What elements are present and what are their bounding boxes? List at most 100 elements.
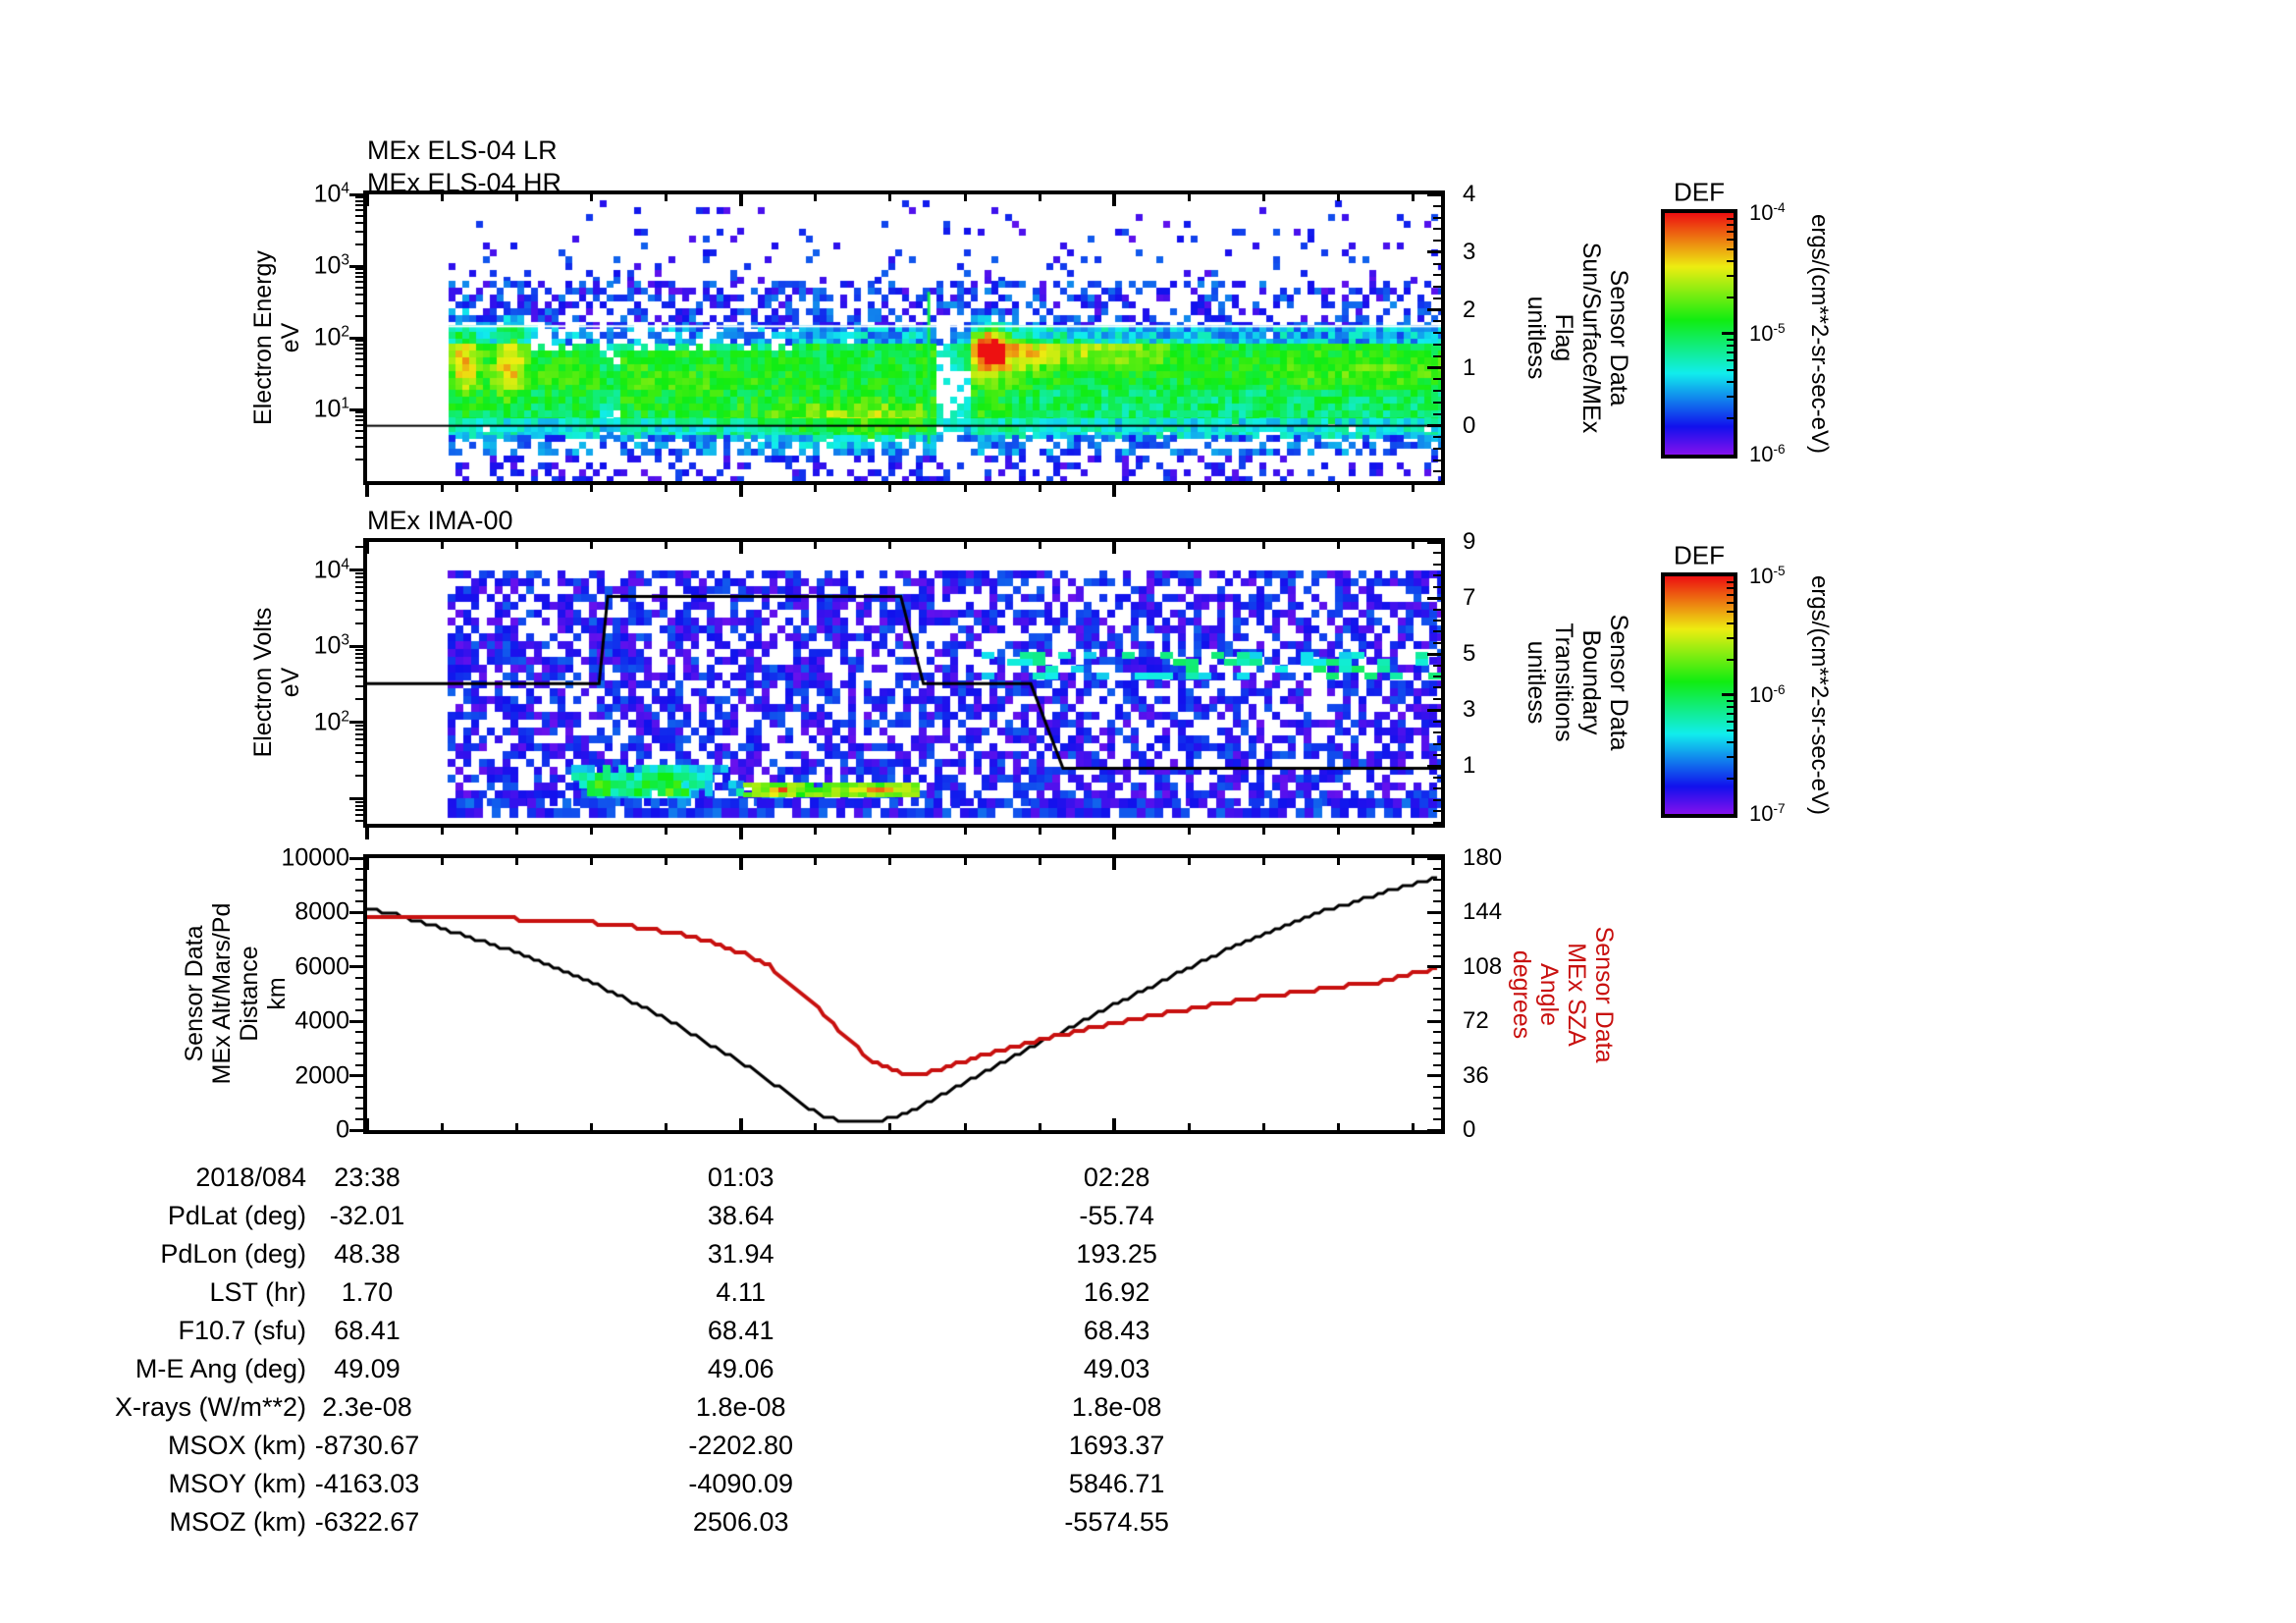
tick-mark (365, 1118, 369, 1130)
tick-mark (1433, 810, 1441, 813)
tick-mark (355, 1053, 363, 1055)
y-tick-label: 10000 (281, 843, 349, 872)
tick-mark (963, 1123, 967, 1130)
colorbar-tick-label: 10-5 (1749, 563, 1786, 589)
tick-mark (1433, 1107, 1441, 1109)
tick-mark (365, 542, 369, 554)
tick-mark (355, 1063, 363, 1066)
tick-mark (355, 243, 363, 246)
tick-mark (1433, 630, 1441, 633)
tick-mark (355, 868, 363, 871)
tick-mark (1433, 787, 1441, 790)
tick-mark (355, 744, 363, 746)
tick-mark (355, 662, 363, 665)
y-tick-label: 8000 (294, 897, 349, 926)
tick-mark (440, 828, 444, 835)
tick-mark (1433, 798, 1441, 801)
tick-mark (440, 1123, 444, 1130)
tick-mark (1427, 652, 1441, 656)
els-colorbar-unit-label: ergs/(cm**2-sr-sec-eV) (1806, 213, 1833, 455)
timeseries-panel (363, 854, 1445, 1134)
tick-mark (355, 576, 363, 579)
els-spectrogram-canvas (367, 194, 1441, 481)
tick-mark (1722, 693, 1734, 696)
right-y-tick-label: 0 (1463, 411, 1476, 439)
tick-mark (514, 858, 518, 865)
tick-mark (349, 1128, 363, 1132)
tick-mark (355, 774, 363, 777)
tick-mark (814, 1123, 818, 1130)
tick-mark (589, 828, 593, 835)
ima-colorbar-unit-label: ergs/(cm**2-sr-sec-eV) (1806, 574, 1833, 816)
tick-mark (355, 751, 363, 754)
tick-mark (1433, 262, 1441, 265)
tick-mark (355, 737, 363, 740)
tick-mark (355, 214, 363, 217)
y-tick-label: 2000 (294, 1061, 349, 1090)
tick-mark (1433, 228, 1441, 231)
tick-mark (355, 272, 363, 275)
tick-mark (1427, 596, 1441, 600)
tick-mark (349, 407, 363, 411)
table-cell: 68.41 (707, 1316, 774, 1345)
tick-mark (1433, 944, 1441, 947)
tick-mark (355, 222, 363, 225)
tick-mark (814, 542, 818, 549)
tick-mark (1112, 194, 1117, 206)
tick-mark (365, 485, 369, 497)
tick-mark (355, 1107, 363, 1109)
tick-mark (514, 1123, 518, 1130)
tick-mark (1412, 542, 1415, 549)
tick-mark (665, 542, 668, 549)
tick-mark (1727, 705, 1734, 708)
tick-mark (355, 302, 363, 305)
right-y-tick-label: 72 (1463, 1007, 1489, 1035)
tick-mark (665, 828, 668, 835)
tick-mark (349, 721, 363, 725)
table-cell: 1.8e-08 (1071, 1392, 1162, 1422)
tick-mark (1433, 390, 1441, 393)
tick-mark (1262, 828, 1266, 835)
right-y-tick-label: 9 (1463, 528, 1476, 555)
tick-mark (365, 858, 369, 870)
y-tick-label: 102 (313, 708, 349, 736)
tick-mark (1727, 352, 1734, 354)
table-cell: 1.70 (341, 1277, 394, 1307)
tick-mark (888, 194, 892, 201)
tick-mark (355, 725, 363, 728)
tick-mark (1433, 933, 1441, 936)
tick-mark (355, 609, 363, 612)
ima-spectrogram-canvas (367, 542, 1441, 824)
table-row-label: X-rays (W/m**2) (115, 1392, 306, 1422)
tick-mark (1337, 828, 1341, 835)
y-tick-label: 103 (313, 631, 349, 660)
tick-mark (888, 858, 892, 865)
tick-mark (355, 814, 363, 817)
tick-mark (355, 987, 363, 990)
tick-mark (1427, 540, 1441, 544)
tick-mark (738, 542, 743, 554)
tick-mark (1412, 194, 1415, 201)
tick-mark (1433, 1042, 1441, 1045)
table-cell: 2.3e-08 (322, 1392, 412, 1422)
tick-mark (1038, 1123, 1041, 1130)
tick-mark (1038, 828, 1041, 835)
tick-mark (355, 365, 363, 368)
tick-mark (1112, 1118, 1117, 1130)
tick-mark (1727, 416, 1734, 419)
tick-mark (589, 194, 593, 201)
tick-mark (1188, 858, 1192, 865)
tick-mark (355, 652, 363, 655)
els-spectrogram-panel (363, 190, 1445, 485)
tick-mark (355, 761, 363, 764)
ima-colorbar-title: DEF (1674, 540, 1725, 570)
tick-mark (355, 348, 363, 351)
tick-mark (355, 1085, 363, 1088)
timeseries-canvas (367, 858, 1441, 1130)
tick-mark (514, 542, 518, 549)
tick-mark (440, 194, 444, 201)
tick-mark (1433, 563, 1441, 566)
tick-mark (1427, 424, 1441, 428)
table-cell: 49.06 (707, 1354, 774, 1383)
tick-mark (1433, 868, 1441, 871)
